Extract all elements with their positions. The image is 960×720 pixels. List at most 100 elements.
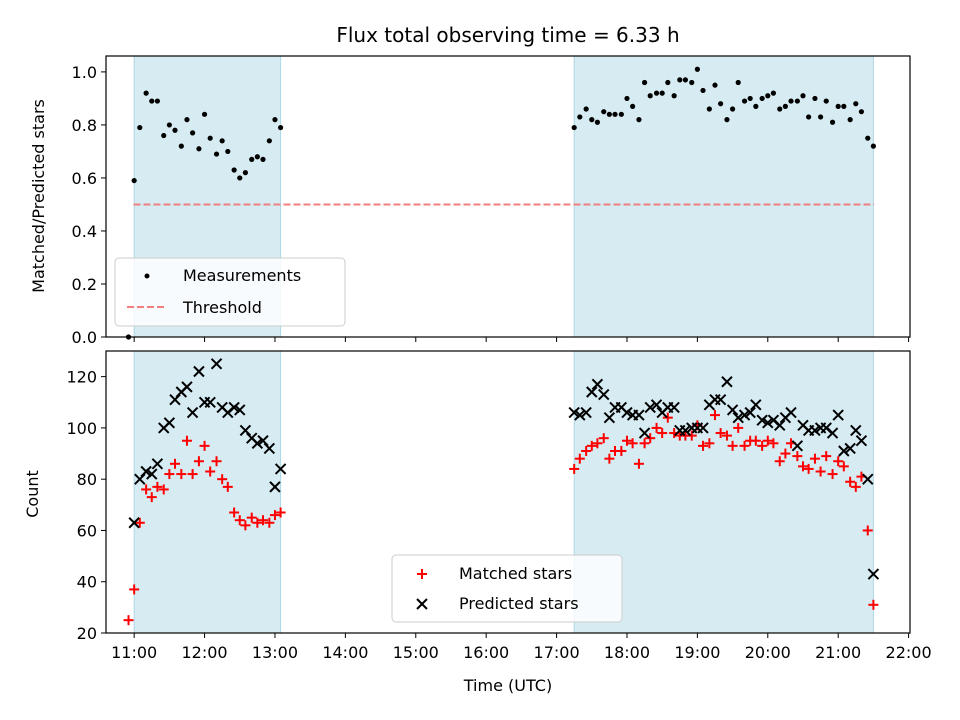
measurement-point xyxy=(782,103,788,109)
measurement-point xyxy=(870,143,876,149)
matched-star-point xyxy=(211,456,222,467)
measurement-point xyxy=(189,130,196,136)
x-tick-label: 17:00 xyxy=(534,643,580,662)
measurement-point xyxy=(759,95,765,102)
matched-star-point xyxy=(838,461,849,472)
measurement-point xyxy=(242,170,248,176)
matched-star-point xyxy=(187,469,198,480)
measurement-point xyxy=(712,82,718,88)
matched-star-point xyxy=(862,525,873,536)
measurement-point xyxy=(618,111,624,117)
bottom-x-ticks: 11:00 12:00 13:00 14:00 15:00 16:00 17:00 18:00… xyxy=(111,633,932,662)
matched-star-point xyxy=(586,440,597,451)
measurement-point xyxy=(718,101,724,107)
bottom-shaded-interval xyxy=(133,350,282,634)
x-tick-label: 19:00 xyxy=(674,643,720,662)
x-tick-label: 14:00 xyxy=(322,643,368,662)
predicted-star-point xyxy=(762,417,774,429)
bottom-y-tick-label: 120 xyxy=(66,368,97,387)
x-axis-label: Time (UTC) xyxy=(463,676,552,695)
predicted-star-point xyxy=(855,435,868,447)
matched-star-point xyxy=(698,440,709,451)
matched-star-point xyxy=(581,445,592,456)
matched-star-point xyxy=(850,481,861,492)
matched-star-point xyxy=(815,466,826,477)
predicted-star-point xyxy=(633,409,645,421)
predicted-star-point xyxy=(621,406,633,419)
x-tick-label: 12:00 xyxy=(182,643,228,662)
measurement-point xyxy=(149,98,155,104)
matched-star-point xyxy=(146,492,157,503)
measurement-point xyxy=(841,103,847,109)
x-tick-label: 13:00 xyxy=(252,643,298,662)
predicted-star-point xyxy=(744,406,756,419)
predicted-star-point xyxy=(228,401,240,414)
matched-star-point xyxy=(246,512,257,523)
measurement-point xyxy=(735,79,741,86)
bottom-y-axis-label: Count xyxy=(23,470,42,518)
matched-star-point xyxy=(780,448,791,459)
predicted-star-point xyxy=(251,437,264,449)
predicted-star-point xyxy=(756,414,768,426)
predicted-star-point xyxy=(204,396,216,408)
measurement-point xyxy=(677,77,683,83)
measurement-point xyxy=(829,119,836,125)
measurement-point xyxy=(794,98,800,104)
measurement-point xyxy=(272,117,278,123)
predicted-star-point xyxy=(721,376,733,388)
matched-star-point xyxy=(604,453,615,464)
matched-star-point xyxy=(762,435,773,446)
measurement-point xyxy=(624,95,630,102)
matched-star-point xyxy=(264,517,275,528)
top-x-ticks xyxy=(133,337,910,342)
top-legend: Measurements Threshold xyxy=(114,257,346,327)
matched-star-point xyxy=(134,517,145,528)
x-tick-label: 20:00 xyxy=(745,643,791,662)
matched-star-point xyxy=(809,453,820,464)
matched-star-point xyxy=(181,435,192,446)
predicted-star-point xyxy=(638,427,651,439)
predicted-star-point xyxy=(832,409,844,421)
predicted-star-point xyxy=(791,440,804,452)
measurement-point xyxy=(653,90,660,96)
legend-measurements-label: Measurements xyxy=(183,266,301,285)
predicted-star-point xyxy=(668,401,680,414)
predicted-star-point xyxy=(732,411,744,424)
matched-star-point xyxy=(774,456,785,467)
bottom-legend-box xyxy=(391,554,623,623)
matched-star-point xyxy=(803,463,814,474)
legend-matched-label: Matched stars xyxy=(459,564,572,583)
top-panel: 0.0 0.2 0.4 0.6 0.8 1.0 Matched/Predicted sta… xyxy=(29,55,911,347)
measurement-point xyxy=(741,98,748,104)
matched-star-point xyxy=(123,615,134,626)
measurement-point xyxy=(847,117,853,123)
predicted-star-point xyxy=(697,422,709,434)
matched-star-point xyxy=(645,433,656,444)
top-axes-frame xyxy=(105,55,911,338)
matched-star-point xyxy=(715,428,726,439)
matched-star-point xyxy=(662,412,673,423)
measurement-point xyxy=(682,77,689,83)
bottom-legend: Matched stars Predicted stars xyxy=(391,554,623,623)
bottom-shading-group xyxy=(133,350,874,634)
measurement-point xyxy=(571,124,577,131)
bottom-y-tick-label: 100 xyxy=(66,419,97,438)
matched-star-point xyxy=(868,599,879,610)
measurement-point xyxy=(260,156,266,162)
predicted-star-point xyxy=(163,417,176,429)
predicted-star-point xyxy=(234,404,246,416)
matched-star-point xyxy=(633,458,644,469)
matched-star-point xyxy=(739,440,750,451)
bottom-y-tick-label: 80 xyxy=(77,470,97,489)
measurement-point xyxy=(225,148,231,155)
bottom-y-tick-label: 20 xyxy=(77,624,97,643)
matched-star-point xyxy=(199,440,210,451)
matched-star-point xyxy=(152,481,163,492)
measurement-point xyxy=(266,138,272,144)
measurement-point xyxy=(817,114,824,120)
predicted-star-point xyxy=(726,404,739,416)
matched-star-point xyxy=(598,433,609,444)
legend-predicted-marker xyxy=(416,598,428,610)
measurement-point xyxy=(806,114,812,120)
